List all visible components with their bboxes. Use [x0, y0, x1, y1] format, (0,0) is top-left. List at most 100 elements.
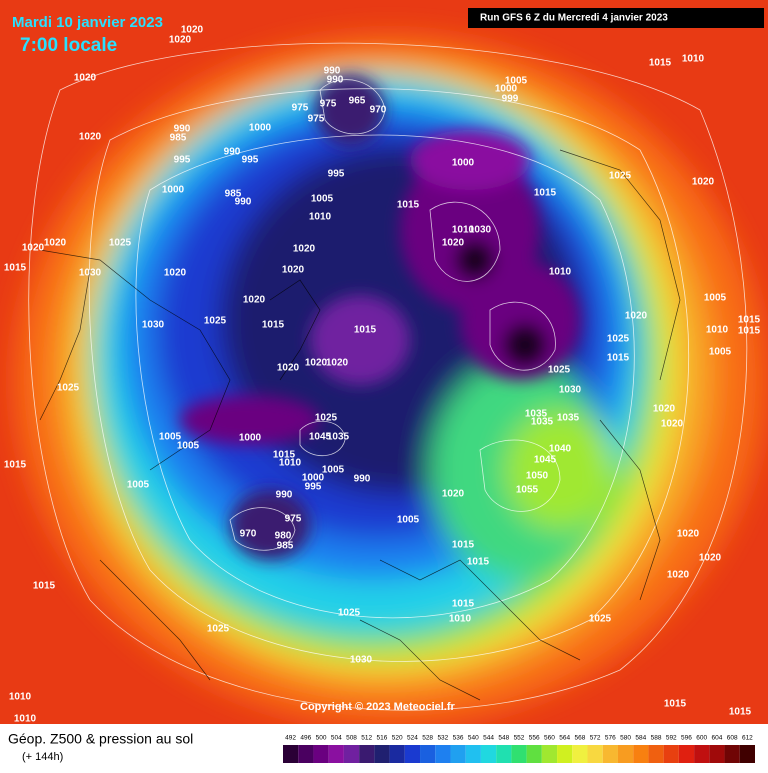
isobar-label: 1000: [495, 84, 518, 95]
isobar-label: 1020: [625, 311, 648, 322]
map-field: [0, 0, 768, 725]
isobar-label: 1025: [207, 624, 230, 635]
isobar-label: 975: [308, 114, 325, 125]
scale-swatch: [724, 745, 740, 763]
isobar-label: 1005: [709, 347, 732, 358]
isobar-label: 1005: [704, 293, 727, 304]
scale-label: 512: [361, 735, 372, 742]
scale-swatch: [420, 745, 436, 763]
isobar-label: 1015: [354, 325, 377, 336]
isobar-label: 990: [327, 75, 344, 86]
isobar-label: 1020: [677, 529, 700, 540]
scale-label: 608: [727, 735, 738, 742]
scale-label: 508: [346, 735, 357, 742]
forecast-time: 7:00 locale: [20, 35, 117, 56]
isobar-label: 1025: [609, 171, 632, 182]
isobar-label: 1015: [534, 188, 557, 199]
isobar-label: 990: [354, 474, 371, 485]
color-scale: 492 496 500 504 508 512 516 520 524 528 532 536 540 5…: [283, 735, 755, 763]
scale-swatch: [328, 745, 344, 763]
isobar-label: 1015: [452, 540, 475, 551]
scale-label: 500: [316, 735, 327, 742]
isobar-label: 1045: [309, 432, 332, 443]
scale-swatch: [298, 745, 314, 763]
scale-swatch: [602, 745, 618, 763]
isobar-label: 1030: [469, 225, 492, 236]
isobar-label: 1020: [44, 238, 67, 249]
scale-swatch: [450, 745, 466, 763]
isobar-label: 1005: [311, 194, 334, 205]
isobar-label: 1000: [452, 158, 475, 169]
isobar-label: 1000: [239, 433, 262, 444]
isobar-label: 1020: [442, 238, 465, 249]
scale-swatch: [663, 745, 679, 763]
isobar-label: 1015: [738, 315, 761, 326]
isobar-label: 990: [276, 490, 293, 501]
isobar-label: 1020: [667, 570, 690, 581]
isobar-label: 1025: [109, 238, 132, 249]
isobar-label: 1005: [159, 432, 182, 443]
scale-swatch: [739, 745, 755, 763]
scale-label: 544: [483, 735, 494, 742]
isobar-label: 1015: [262, 320, 285, 331]
isobar-label: 1035: [531, 417, 554, 428]
isobar-label: 1035: [525, 409, 548, 420]
isobar-label: 995: [174, 155, 191, 166]
isobar-label: 1020: [653, 404, 676, 415]
isobar-label: 1045: [534, 455, 557, 466]
scale-label: 532: [437, 735, 448, 742]
isobar-label: 985: [277, 541, 294, 552]
scale-label: 540: [468, 735, 479, 742]
isobar-label: 1010: [549, 267, 572, 278]
scale-label: 536: [453, 735, 464, 742]
scale-swatch: [359, 745, 375, 763]
scale-label: 564: [559, 735, 570, 742]
scale-swatch: [648, 745, 664, 763]
isobar-label: 1015: [452, 599, 475, 610]
isobar-label: 1005: [322, 465, 345, 476]
scale-label: 528: [422, 735, 433, 742]
isobar-label: 970: [240, 529, 257, 540]
isobar-label: 1040: [549, 444, 572, 455]
lead-time: (+ 144h): [22, 751, 63, 763]
isobar-label: 1020: [169, 35, 192, 46]
isobar-label: 990: [224, 147, 241, 158]
isobar-label: 995: [305, 482, 322, 493]
run-banner: [468, 8, 764, 28]
forecast-date: Mardi 10 janvier 2023: [12, 14, 163, 31]
scale-swatch: [709, 745, 725, 763]
scale-label: 592: [666, 735, 677, 742]
isobar-label: 980: [275, 531, 292, 542]
isobar-label: 1050: [526, 471, 549, 482]
isobar-label: 1015: [607, 353, 630, 364]
isobar-label: 1025: [204, 316, 227, 327]
isobar-label: 1005: [177, 441, 200, 452]
scale-swatch: [435, 745, 451, 763]
isobar-label: 1005: [127, 480, 150, 491]
isobar-label: 1020: [282, 265, 305, 276]
isobar-label: 975: [285, 514, 302, 525]
scale-label: 604: [712, 735, 723, 742]
isobar-label: 1010: [682, 54, 705, 65]
isobar-label: 1000: [162, 185, 185, 196]
isobar-label: 1020: [326, 358, 349, 369]
isobar-label: 1020: [661, 419, 684, 430]
scale-label: 584: [635, 735, 646, 742]
isobar-label: 1015: [4, 460, 27, 471]
isobar-label: 1020: [181, 25, 204, 36]
isobar-label: 975: [320, 99, 337, 110]
scale-label: 516: [377, 735, 388, 742]
isobar-label: 1025: [57, 383, 80, 394]
scale-label: 556: [529, 735, 540, 742]
isobar-label: 990: [235, 197, 252, 208]
isobar-label: 1020: [699, 553, 722, 564]
scale-swatch: [572, 745, 588, 763]
isobar-label: 1025: [589, 614, 612, 625]
scale-label: 576: [605, 735, 616, 742]
scale-label: 504: [331, 735, 342, 742]
isobar-label: 1010: [309, 212, 332, 223]
scale-swatch: [587, 745, 603, 763]
isobar-label: 1020: [79, 132, 102, 143]
